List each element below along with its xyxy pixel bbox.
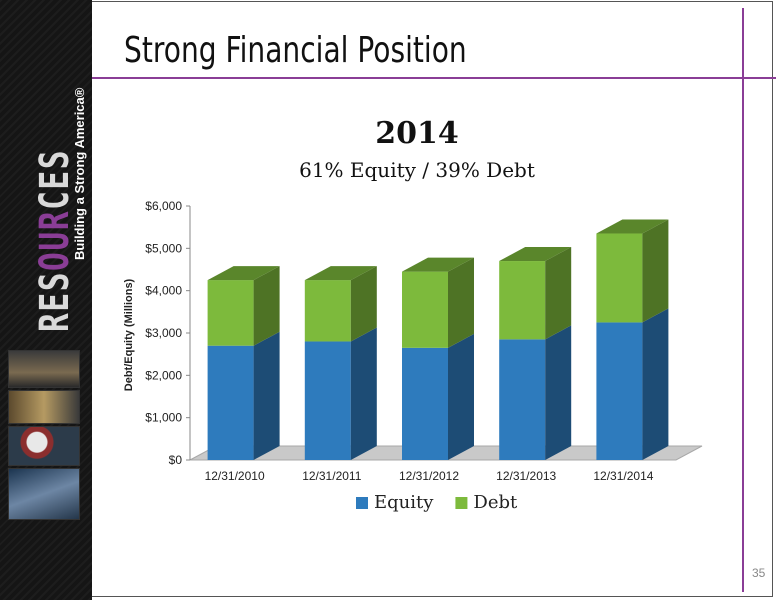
bar-equity-side [448, 333, 474, 460]
bar-debt-side [545, 247, 572, 340]
photo-collage [8, 350, 80, 520]
bar-equity-front [499, 339, 546, 460]
y-tick-label: $4,000 [145, 284, 182, 298]
bar-debt-side [253, 266, 280, 346]
bar-equity-front [402, 347, 448, 460]
y-tick-label: $1,000 [145, 411, 182, 425]
bar-equity-front [596, 322, 643, 460]
chart-title: 2014 [375, 116, 459, 151]
right-accent-rule [742, 8, 744, 592]
bar-debt-side [350, 266, 377, 342]
photo-machinery [8, 390, 80, 424]
legend-label-equity: Equity [374, 492, 434, 513]
y-tick-label: $0 [169, 453, 183, 467]
brand-sidebar: RESOURCES Building a Strong America® [0, 0, 92, 600]
x-tick-label: 12/31/2011 [302, 469, 361, 483]
brand-logo: RESOURCES Building a Strong America® [10, 72, 90, 332]
y-tick-label: $2,000 [145, 368, 182, 382]
bar-debt-front [499, 261, 546, 340]
y-tick-label: $5,000 [145, 241, 182, 255]
bar-debt-top [207, 266, 280, 281]
bar-debt-side [448, 257, 474, 348]
bar-equity-side [545, 325, 572, 460]
bar-debt-top [304, 266, 377, 281]
title-underline [92, 77, 776, 79]
x-tick-label: 12/31/2013 [496, 469, 556, 483]
bar-debt-side [642, 219, 669, 323]
y-tick-label: $3,000 [145, 326, 182, 340]
bar-debt-top [596, 219, 669, 234]
legend-label-debt: Debt [473, 492, 518, 513]
photo-building [8, 468, 80, 520]
bar-equity-front [304, 341, 351, 460]
bar-equity-front [207, 345, 254, 460]
y-tick-label: $6,000 [145, 199, 182, 213]
brand-tagline: Building a Strong America® [72, 87, 87, 260]
bar-equity-side [350, 327, 377, 460]
legend-swatch-equity [356, 497, 368, 509]
bar-debt-front [596, 233, 643, 323]
bar-equity-side [253, 331, 280, 460]
x-tick-label: 12/31/2014 [593, 469, 653, 483]
bar-debt-front [402, 271, 448, 348]
page-number: 35 [752, 566, 766, 580]
bar-debt-top [499, 247, 572, 262]
y-axis-label: Debt/Equity (Millions) [123, 278, 135, 391]
chart-subtitle: 61% Equity / 39% Debt [299, 158, 535, 182]
bar-debt-front [207, 280, 254, 346]
x-tick-label: 12/31/2012 [399, 469, 459, 483]
legend-swatch-debt [455, 497, 468, 509]
stacked-bar-chart: $0 $1,000 $2,000 $3,000 $4,000 $5,000 $6,000 De… [123, 199, 703, 513]
bar-equity-side [642, 308, 669, 460]
bar-debt-top [402, 257, 474, 272]
photo-industrial [8, 350, 80, 388]
x-tick-label: 12/31/2010 [205, 469, 265, 483]
bar-debt-front [304, 280, 351, 342]
photo-dish [8, 426, 80, 466]
slide-title: Strong Financial Position [124, 30, 467, 71]
